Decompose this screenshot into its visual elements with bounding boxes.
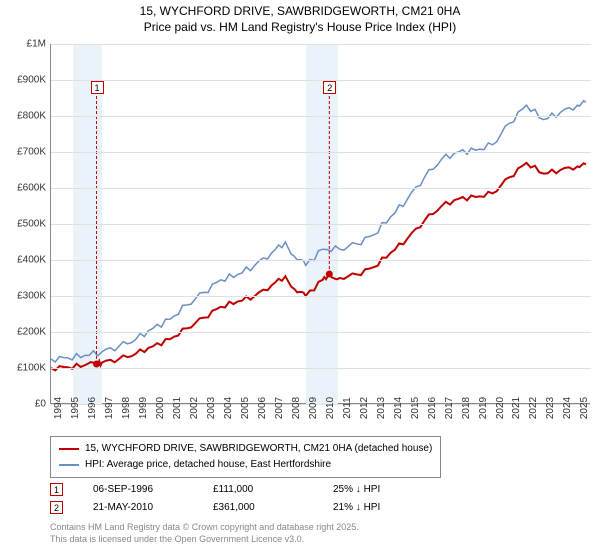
- legend-item: 15, WYCHFORD DRIVE, SAWBRIDGEWORTH, CM21…: [59, 441, 432, 457]
- x-tick-label: 1998: [121, 397, 132, 419]
- title-line-2: Price paid vs. HM Land Registry's House …: [0, 20, 600, 36]
- sale-row: 2 21-MAY-2010 £361,000 21% ↓ HPI: [50, 498, 423, 516]
- gridline: [51, 296, 591, 297]
- gridline: [51, 152, 591, 153]
- sale-delta: 21% ↓ HPI: [333, 502, 423, 513]
- y-tick-label: £200K: [17, 327, 46, 338]
- x-tick-label: 1994: [53, 397, 64, 419]
- series-hpi: [51, 101, 586, 362]
- y-tick-label: £800K: [17, 111, 46, 122]
- x-tick-label: 2025: [579, 397, 590, 419]
- gridline: [51, 80, 591, 81]
- gridline: [51, 404, 591, 405]
- x-tick-label: 2024: [562, 397, 573, 419]
- chart-container: 15, WYCHFORD DRIVE, SAWBRIDGEWORTH, CM21…: [0, 0, 600, 560]
- y-tick-label: £1M: [27, 39, 46, 50]
- legend-label: 15, WYCHFORD DRIVE, SAWBRIDGEWORTH, CM21…: [85, 441, 432, 457]
- x-tick-label: 2015: [410, 397, 421, 419]
- x-tick-label: 2001: [172, 397, 183, 419]
- y-tick-label: £500K: [17, 219, 46, 230]
- title-line-1: 15, WYCHFORD DRIVE, SAWBRIDGEWORTH, CM21…: [0, 4, 600, 20]
- x-tick-label: 2005: [240, 397, 251, 419]
- gridline: [51, 260, 591, 261]
- marker-box: 2: [50, 501, 63, 514]
- x-tick-label: 2020: [495, 397, 506, 419]
- y-tick-label: £700K: [17, 147, 46, 158]
- gridline: [51, 44, 591, 45]
- sales-table: 1 06-SEP-1996 £111,000 25% ↓ HPI 2 21-MAY-201…: [50, 480, 423, 516]
- sale-price: £361,000: [213, 502, 303, 513]
- footer-line-2: This data is licensed under the Open Gov…: [50, 534, 359, 546]
- footer-line-1: Contains HM Land Registry data © Crown c…: [50, 522, 359, 534]
- x-tick-label: 2011: [342, 397, 353, 419]
- x-tick-label: 2009: [308, 397, 319, 419]
- gridline: [51, 188, 591, 189]
- y-tick-label: £0: [35, 399, 46, 410]
- sale-date: 06-SEP-1996: [93, 484, 183, 495]
- x-tick-label: 1999: [138, 397, 149, 419]
- gridline: [51, 116, 591, 117]
- x-tick-label: 2013: [376, 397, 387, 419]
- x-tick-label: 2021: [511, 397, 522, 419]
- x-tick-label: 2007: [274, 397, 285, 419]
- series-property: [51, 163, 586, 371]
- x-tick-label: 1997: [104, 397, 115, 419]
- x-tick-label: 2010: [325, 397, 336, 419]
- y-tick-label: £600K: [17, 183, 46, 194]
- chart-area: 12 £0£100K£200K£300K£400K£500K£600K£700K…: [50, 44, 590, 404]
- y-tick-label: £100K: [17, 363, 46, 374]
- x-tick-label: 2002: [189, 397, 200, 419]
- plot-region: 12: [50, 44, 590, 404]
- x-tick-label: 2016: [427, 397, 438, 419]
- marker-box: 1: [50, 483, 63, 496]
- legend-label: HPI: Average price, detached house, East…: [85, 457, 331, 473]
- x-tick-label: 2004: [223, 397, 234, 419]
- chart-title: 15, WYCHFORD DRIVE, SAWBRIDGEWORTH, CM21…: [0, 0, 600, 35]
- x-tick-label: 2014: [393, 397, 404, 419]
- sale-price: £111,000: [213, 484, 303, 495]
- sale-row: 1 06-SEP-1996 £111,000 25% ↓ HPI: [50, 480, 423, 498]
- sale-date: 21-MAY-2010: [93, 502, 183, 513]
- legend: 15, WYCHFORD DRIVE, SAWBRIDGEWORTH, CM21…: [50, 436, 441, 478]
- x-tick-label: 2023: [545, 397, 556, 419]
- marker-box: 2: [323, 81, 336, 94]
- y-tick-label: £900K: [17, 75, 46, 86]
- x-tick-label: 2003: [206, 397, 217, 419]
- sale-delta: 25% ↓ HPI: [333, 484, 423, 495]
- marker-box: 1: [91, 81, 104, 94]
- y-tick-label: £300K: [17, 291, 46, 302]
- legend-swatch: [59, 448, 79, 450]
- x-tick-label: 2019: [478, 397, 489, 419]
- x-tick-label: 2022: [528, 397, 539, 419]
- x-tick-label: 2006: [257, 397, 268, 419]
- x-tick-label: 2000: [155, 397, 166, 419]
- x-tick-label: 2008: [291, 397, 302, 419]
- x-tick-label: 2012: [359, 397, 370, 419]
- x-tick-label: 1996: [87, 397, 98, 419]
- x-tick-label: 2017: [444, 397, 455, 419]
- legend-item: HPI: Average price, detached house, East…: [59, 457, 432, 473]
- gridline: [51, 224, 591, 225]
- x-tick-label: 2018: [461, 397, 472, 419]
- x-tick-label: 1995: [70, 397, 81, 419]
- gridline: [51, 368, 591, 369]
- y-tick-label: £400K: [17, 255, 46, 266]
- legend-swatch: [59, 464, 79, 466]
- gridline: [51, 332, 591, 333]
- footer-attribution: Contains HM Land Registry data © Crown c…: [50, 522, 359, 545]
